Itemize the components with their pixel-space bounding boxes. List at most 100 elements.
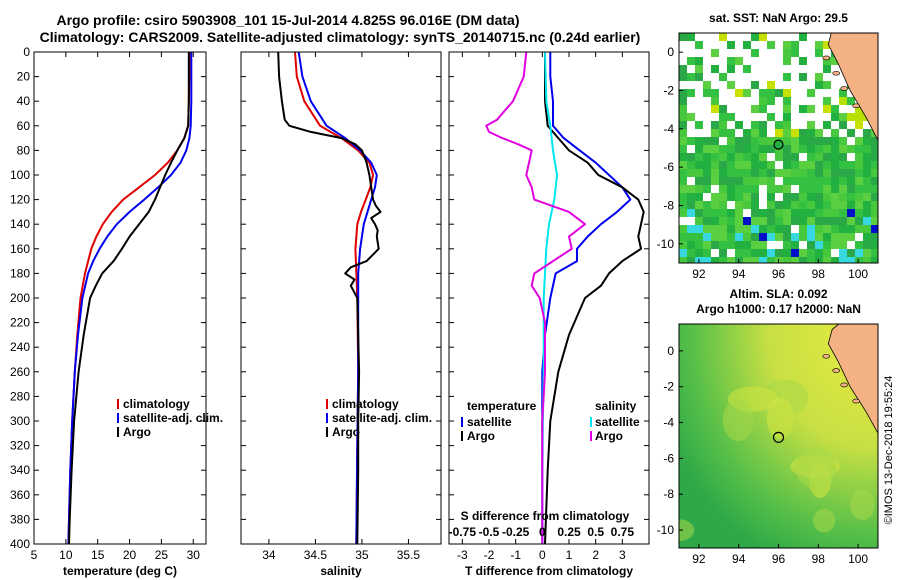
map-cell bbox=[839, 225, 847, 233]
map-cell bbox=[855, 177, 863, 185]
map-cell bbox=[871, 161, 878, 169]
map-cell bbox=[711, 121, 719, 129]
map-cell bbox=[831, 257, 839, 263]
map-cell bbox=[775, 121, 783, 129]
x-tick-label: 20 bbox=[123, 548, 137, 562]
map-cell bbox=[735, 145, 743, 153]
map-cell bbox=[791, 201, 799, 209]
map-cell bbox=[759, 177, 767, 185]
map-cell bbox=[783, 209, 791, 217]
map-cell bbox=[823, 57, 831, 65]
map-cell bbox=[831, 169, 839, 177]
map-cell bbox=[871, 201, 878, 209]
map-cell bbox=[703, 145, 711, 153]
x-axis-label: T difference from climatology bbox=[465, 564, 633, 578]
map-cell bbox=[687, 225, 695, 233]
map-cell bbox=[695, 57, 703, 65]
map-cell bbox=[807, 201, 815, 209]
map-cell bbox=[711, 209, 719, 217]
map-cell bbox=[839, 145, 847, 153]
series-line-climatology bbox=[67, 52, 191, 545]
map-cell bbox=[783, 193, 791, 201]
map-cell bbox=[855, 241, 863, 249]
legend-label: satellite bbox=[467, 415, 512, 429]
map-cell bbox=[855, 161, 863, 169]
y-tick-label: 120 bbox=[10, 193, 30, 207]
map-cell bbox=[735, 209, 743, 217]
y-tick-label: -6 bbox=[663, 451, 674, 465]
map-cell bbox=[863, 177, 871, 185]
map-cell bbox=[743, 225, 751, 233]
x-axis-label: salinity bbox=[320, 564, 362, 578]
map-cell bbox=[871, 217, 878, 225]
map-title: Altim. SLA: 0.092 bbox=[729, 287, 827, 301]
map-cell bbox=[783, 129, 791, 137]
map-cell bbox=[783, 217, 791, 225]
y-tick-label: 320 bbox=[10, 439, 30, 453]
map-cell bbox=[703, 233, 711, 241]
map-cell bbox=[783, 41, 791, 49]
map-cell bbox=[687, 73, 695, 81]
map-cell bbox=[815, 249, 823, 257]
map-cell bbox=[767, 233, 775, 241]
legend-title-temperature: temperature bbox=[467, 399, 537, 413]
map-cell bbox=[839, 177, 847, 185]
map-cell bbox=[759, 233, 767, 241]
map-cell bbox=[823, 177, 831, 185]
map-cell bbox=[759, 121, 767, 129]
map-cell bbox=[735, 57, 743, 65]
map-cell bbox=[775, 217, 783, 225]
map-cell bbox=[687, 233, 695, 241]
map-cell bbox=[815, 129, 823, 137]
series-line-t-argo bbox=[544, 52, 645, 545]
map-cell bbox=[679, 177, 687, 185]
map-cell bbox=[871, 153, 878, 161]
map-cell bbox=[679, 65, 687, 73]
map-cell bbox=[703, 241, 711, 249]
map-cell bbox=[847, 217, 855, 225]
x-tick-label: 35.5 bbox=[397, 548, 421, 562]
map-cell bbox=[767, 217, 775, 225]
x-tick-label: 34 bbox=[262, 548, 276, 562]
y-tick-label: 20 bbox=[17, 70, 31, 84]
map-cell bbox=[791, 193, 799, 201]
map-cell bbox=[703, 81, 711, 89]
map-cell bbox=[711, 89, 719, 97]
map-cell bbox=[863, 193, 871, 201]
map-cell bbox=[743, 241, 751, 249]
y-tick-label: 360 bbox=[10, 488, 30, 502]
map-cell bbox=[695, 209, 703, 217]
map-title: sat. SST: NaN Argo: 29.5 bbox=[709, 11, 848, 25]
map-cell bbox=[847, 185, 855, 193]
map-cell bbox=[743, 201, 751, 209]
map-cell bbox=[831, 57, 839, 65]
map-cell bbox=[679, 89, 687, 97]
map-cell bbox=[799, 209, 807, 217]
map-cell bbox=[847, 113, 855, 121]
map-cell bbox=[783, 169, 791, 177]
map-cell bbox=[751, 81, 759, 89]
map-cell bbox=[711, 217, 719, 225]
map-cell bbox=[815, 209, 823, 217]
map-cell bbox=[711, 129, 719, 137]
map-cell bbox=[751, 185, 759, 193]
map-cell bbox=[759, 33, 767, 41]
y-tick-label: 260 bbox=[10, 365, 30, 379]
map-cell bbox=[711, 145, 719, 153]
map-cell bbox=[839, 249, 847, 257]
map-cell bbox=[767, 41, 775, 49]
map-cell bbox=[727, 185, 735, 193]
map-cell bbox=[751, 161, 759, 169]
map-cell bbox=[743, 177, 751, 185]
series-line-satellite-adj-clim- bbox=[67, 52, 193, 545]
map-cell bbox=[743, 161, 751, 169]
map-field bbox=[679, 324, 878, 548]
map-cell bbox=[807, 169, 815, 177]
map-cell bbox=[719, 209, 727, 217]
salinity-panel: 34 34.5 35 35.5 salinity climatologysatellite… bbox=[240, 51, 442, 578]
map-cell bbox=[695, 169, 703, 177]
map-cell bbox=[743, 145, 751, 153]
x-tick-label: 98 bbox=[812, 552, 826, 566]
map-cell bbox=[863, 225, 871, 233]
map-cell bbox=[727, 129, 735, 137]
